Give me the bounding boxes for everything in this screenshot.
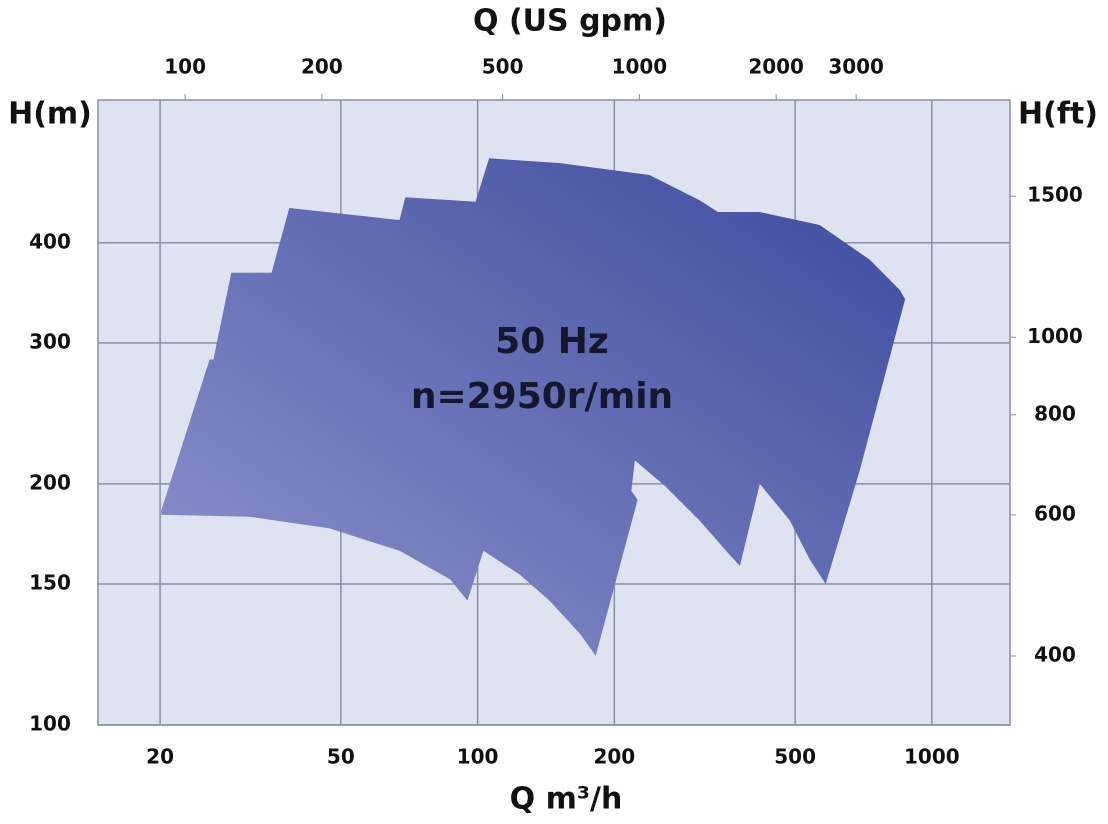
y-tick-label: 150 (29, 570, 71, 594)
x-tick-label: 1000 (904, 745, 960, 769)
x2-tick-label: 3000 (828, 55, 884, 79)
x-tick-label: 500 (774, 745, 816, 769)
x-tick-label: 200 (593, 745, 635, 769)
y2-tick-label: 1000 (1027, 324, 1083, 348)
y-tick-label: 100 (29, 712, 71, 736)
plot-frame (97, 99, 1011, 726)
x2-tick-label: 500 (482, 55, 524, 79)
top-axis-title: Q (US gpm) (473, 4, 667, 39)
x-tick-label: 20 (146, 745, 174, 769)
right-axis-title: H(ft) (1018, 97, 1098, 132)
x2-tick-label: 1000 (612, 55, 668, 79)
annotation: 50 Hz (495, 321, 609, 362)
y2-tick-label: 800 (1034, 401, 1076, 425)
left-axis-title: H(m) (8, 97, 92, 132)
x-tick-label: 50 (327, 745, 355, 769)
x2-tick-label: 2000 (748, 55, 804, 79)
x-tick-label: 100 (457, 745, 499, 769)
y2-tick-label: 600 (1034, 501, 1076, 525)
x2-tick-label: 100 (164, 55, 206, 79)
y2-tick-label: 1500 (1027, 183, 1083, 207)
y-tick-label: 200 (29, 470, 71, 494)
x2-tick-label: 200 (301, 55, 343, 79)
y-tick-label: 300 (29, 329, 71, 353)
y2-tick-label: 400 (1034, 642, 1076, 666)
y-tick-label: 400 (29, 229, 71, 253)
coverage-area (161, 158, 906, 656)
bottom-axis-title: Q m³/h (510, 782, 623, 817)
annotation: n=2950r/min (411, 376, 673, 417)
